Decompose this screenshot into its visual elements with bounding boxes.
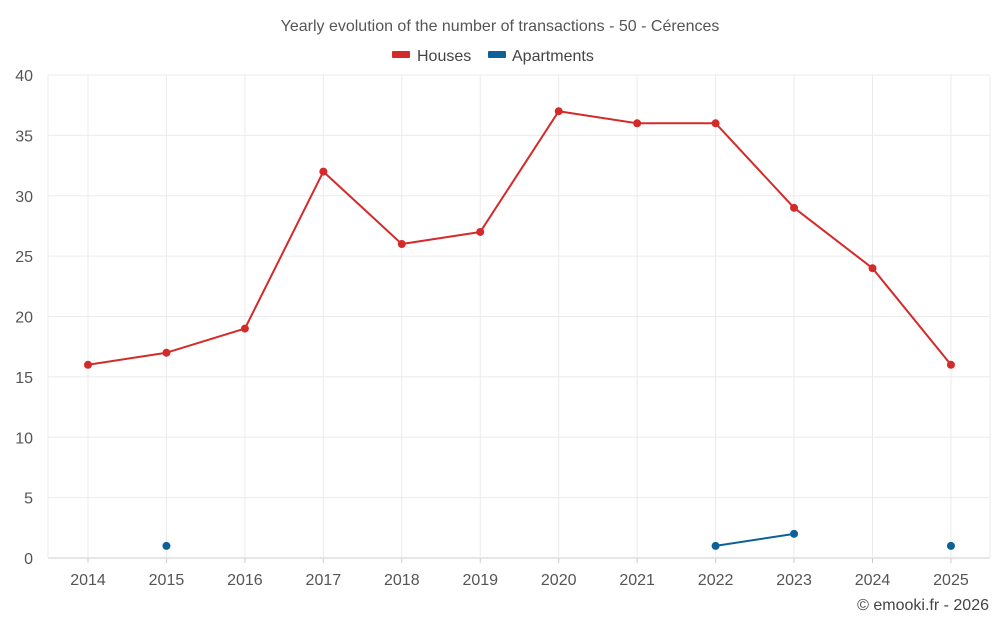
x-tick-label: 2016 xyxy=(227,572,263,589)
y-tick-label: 30 xyxy=(15,189,33,206)
data-point-houses-2017[interactable] xyxy=(319,167,328,176)
data-point-houses-2024[interactable] xyxy=(868,264,877,273)
y-tick-label: 20 xyxy=(15,310,33,327)
x-tick-label: 2022 xyxy=(698,572,734,589)
y-tick-label: 0 xyxy=(24,551,33,568)
series-houses[interactable] xyxy=(84,107,955,369)
x-tick-label: 2014 xyxy=(70,572,106,589)
legend-item-houses[interactable]: Houses xyxy=(392,48,471,65)
data-point-apartments-2023[interactable] xyxy=(790,529,799,538)
legend[interactable]: Houses Apartments xyxy=(392,48,594,65)
data-point-houses-2025[interactable] xyxy=(946,360,955,369)
y-tick-label: 5 xyxy=(24,491,33,508)
x-tick-label: 2019 xyxy=(462,572,498,589)
x-axis: 2014 2015 2016 2017 2018 2019 2020 2021 2022 2023… xyxy=(70,558,969,589)
y-gridlines xyxy=(48,74,990,559)
data-point-houses-2018[interactable] xyxy=(397,240,406,249)
series-layer xyxy=(84,107,955,550)
y-tick-label: 35 xyxy=(15,128,33,145)
legend-swatch-apartments xyxy=(488,51,506,58)
x-tick-label: 2020 xyxy=(541,572,577,589)
y-axis: 0 5 10 15 20 25 30 35 40 xyxy=(15,68,33,568)
data-point-houses-2015[interactable] xyxy=(162,348,171,357)
x-tick-label: 2025 xyxy=(933,572,969,589)
y-tick-label: 10 xyxy=(15,430,33,447)
data-point-houses-2016[interactable] xyxy=(240,324,249,333)
data-point-houses-2022[interactable] xyxy=(711,119,720,128)
credit-text: © emooki.fr - 2026 xyxy=(857,597,989,614)
x-tick-label: 2017 xyxy=(306,572,342,589)
y-tick-label: 15 xyxy=(15,370,33,387)
chart-title: Yearly evolution of the number of transa… xyxy=(281,18,720,35)
series-apartments[interactable] xyxy=(162,529,955,550)
data-point-apartments-2022[interactable] xyxy=(711,541,720,550)
x-tick-label: 2021 xyxy=(619,572,655,589)
x-gridlines xyxy=(47,75,991,558)
data-point-houses-2023[interactable] xyxy=(790,203,799,212)
y-tick-label: 40 xyxy=(15,68,33,85)
data-point-houses-2019[interactable] xyxy=(476,227,485,236)
series-line-apartments xyxy=(715,532,795,547)
series-line-houses xyxy=(87,110,952,366)
legend-label-houses: Houses xyxy=(417,48,471,65)
x-tick-label: 2024 xyxy=(855,572,891,589)
data-point-apartments-2015[interactable] xyxy=(162,541,171,550)
data-point-houses-2021[interactable] xyxy=(633,119,642,128)
data-point-houses-2014[interactable] xyxy=(84,360,92,369)
x-tick-label: 2015 xyxy=(149,572,185,589)
legend-swatch-houses xyxy=(392,51,410,58)
data-point-houses-2020[interactable] xyxy=(554,107,563,116)
y-tick-label: 25 xyxy=(15,249,33,266)
x-tick-label: 2023 xyxy=(776,572,812,589)
legend-item-apartments[interactable]: Apartments xyxy=(488,48,594,65)
x-tick-label: 2018 xyxy=(384,572,420,589)
legend-label-apartments: Apartments xyxy=(512,48,594,65)
data-point-apartments-2025[interactable] xyxy=(946,541,955,550)
